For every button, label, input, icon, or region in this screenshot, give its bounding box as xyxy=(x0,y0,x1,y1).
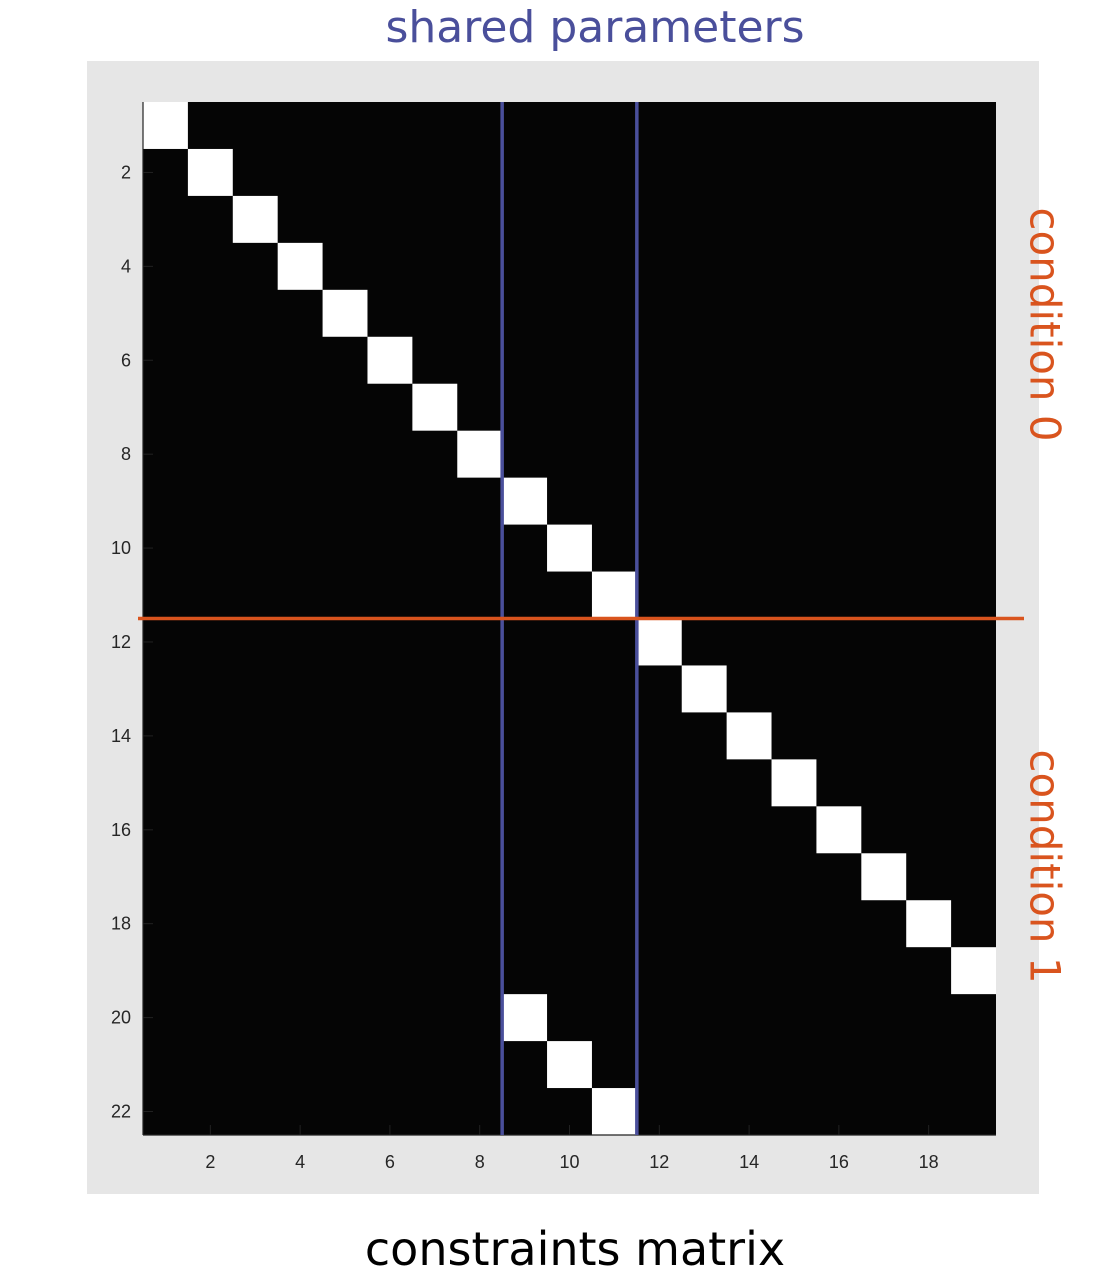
matrix-cell-one xyxy=(591,1088,637,1135)
matrix-cell-one xyxy=(232,195,278,243)
matrix-cell-one xyxy=(502,994,548,1042)
y-tick-label: 2 xyxy=(121,162,131,182)
x-tick-label: 16 xyxy=(829,1152,849,1172)
y-tick-label: 20 xyxy=(111,1008,131,1028)
x-tick-label: 14 xyxy=(739,1152,759,1172)
matrix-cell-one xyxy=(951,947,996,995)
matrix-cell-one xyxy=(412,383,458,431)
matrix-cell-one xyxy=(681,665,727,713)
y-tick-label: 4 xyxy=(121,256,131,276)
y-tick-label: 18 xyxy=(111,914,131,934)
y-tick-label: 10 xyxy=(111,538,131,558)
x-tick-label: 2 xyxy=(205,1152,215,1172)
matrix-cell-one xyxy=(457,430,503,478)
x-tick-label: 8 xyxy=(475,1152,485,1172)
x-tick-label: 4 xyxy=(295,1152,305,1172)
matrix-cell-one xyxy=(547,1041,592,1089)
matrix-cell-one xyxy=(771,759,817,807)
y-tick-label: 12 xyxy=(111,632,131,652)
condition-0-label: condition 0 xyxy=(1020,207,1070,442)
y-tick-label: 22 xyxy=(111,1102,131,1122)
matrix-cell-one xyxy=(726,712,772,760)
y-tick-label: 6 xyxy=(121,350,131,370)
y-tick-label: 14 xyxy=(111,726,131,746)
y-tick-label: 8 xyxy=(121,444,131,464)
x-tick-label: 18 xyxy=(919,1152,939,1172)
y-tick-label: 16 xyxy=(111,820,131,840)
shared-parameters-label: shared parameters xyxy=(385,2,805,53)
matrix-cell-one xyxy=(547,524,592,572)
x-tick-label: 12 xyxy=(649,1152,669,1172)
matrix-cell-one xyxy=(636,618,682,666)
matrix-cell-one xyxy=(816,806,862,854)
constraints-matrix-label: constraints matrix xyxy=(364,1222,786,1276)
x-tick-label: 10 xyxy=(559,1152,579,1172)
matrix-cell-one xyxy=(277,242,323,290)
condition-1-label: condition 1 xyxy=(1020,749,1070,984)
matrix-cell-one xyxy=(367,336,413,384)
matrix-cell-one xyxy=(591,571,637,619)
x-tick-label: 6 xyxy=(385,1152,395,1172)
matrix-cell-one xyxy=(502,477,548,525)
matrix-cell-one xyxy=(143,102,188,149)
matrix-cell-one xyxy=(861,853,907,901)
matrix-cell-one xyxy=(322,289,368,337)
matrix-cell-one xyxy=(906,900,952,948)
matrix-cell-one xyxy=(187,148,233,196)
